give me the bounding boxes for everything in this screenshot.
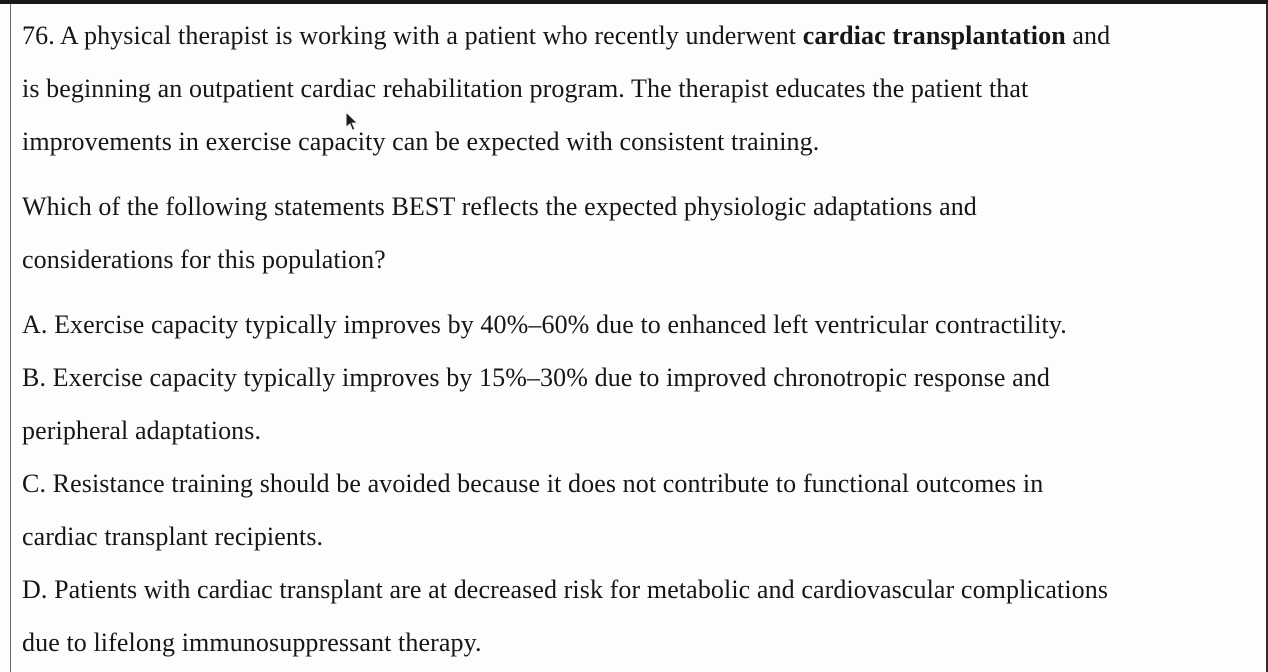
stem-line-3: improvements in exercise capacity can be… — [22, 127, 820, 156]
option-d: D. Patients with cardiac transplant are … — [22, 563, 1244, 669]
question-stem: 76. A physical therapist is working with… — [22, 9, 1244, 168]
question-prompt: Which of the following statements BEST r… — [22, 180, 1244, 286]
option-a-line-1: A. Exercise capacity typically improves … — [22, 310, 1067, 339]
prompt-line-1: Which of the following statements BEST r… — [22, 192, 977, 221]
option-b-line-1: B. Exercise capacity typically improves … — [22, 363, 1050, 392]
stem-line-1-post: and — [1065, 21, 1111, 50]
option-a: A. Exercise capacity typically improves … — [22, 298, 1244, 351]
option-b-line-2: peripheral adaptations. — [22, 416, 262, 445]
option-c-line-1: C. Resistance training should be avoided… — [22, 469, 1044, 498]
option-d-line-1: D. Patients with cardiac transplant are … — [22, 575, 1109, 604]
stem-line-1-bold: cardiac transplantation — [802, 21, 1066, 50]
option-d-line-2: due to lifelong immunosuppressant therap… — [22, 628, 482, 657]
option-b: B. Exercise capacity typically improves … — [22, 351, 1244, 457]
question-block: 76. A physical therapist is working with… — [0, 4, 1268, 669]
top-edge-bar — [0, 0, 1268, 4]
stem-line-1: 76. A physical therapist is working with… — [22, 9, 1244, 62]
prompt-line-2: considerations for this population? — [22, 245, 386, 274]
left-margin-rule — [10, 4, 11, 672]
stem-line-2: is beginning an outpatient cardiac rehab… — [22, 74, 1029, 103]
answer-options: A. Exercise capacity typically improves … — [22, 298, 1244, 669]
stem-line-1-pre: 76. A physical therapist is working with… — [22, 21, 803, 50]
right-edge-rule — [1266, 4, 1268, 672]
option-c-line-2: cardiac transplant recipients. — [22, 522, 324, 551]
option-c: C. Resistance training should be avoided… — [22, 457, 1244, 563]
